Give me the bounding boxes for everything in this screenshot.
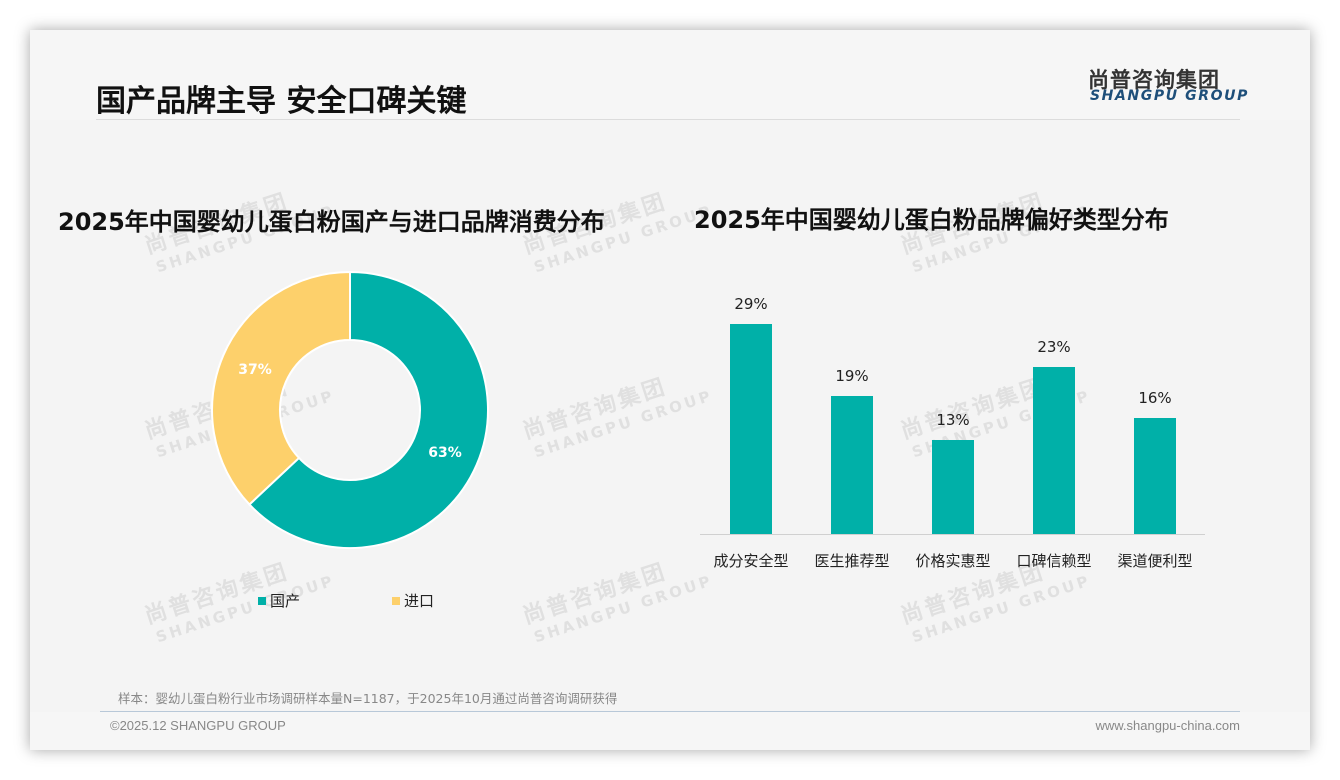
donut-slice-domestic	[247, 270, 489, 549]
sample-note: 样本：婴幼儿蛋白粉行业市场调研样本量N=1187，于2025年10月通过尚普咨询…	[118, 691, 618, 706]
legend-item-imported: 进口	[392, 590, 434, 611]
slide: 尚普咨询集团 SHANGPU GROUP 尚普咨询集团 SHANGPU GROUP …	[30, 30, 1310, 750]
bar	[1134, 418, 1176, 534]
bar	[1033, 367, 1075, 534]
donut-chart-title: 2025年中国婴幼儿蛋白粉国产与进口品牌消费分布	[58, 208, 605, 236]
legend-item-domestic: 国产	[258, 590, 300, 611]
bar-value-label: 19%	[835, 367, 869, 386]
legend-swatch-imported	[392, 596, 400, 605]
bar-category-label: 价格实惠型	[915, 552, 991, 570]
bar	[730, 324, 772, 534]
bar	[932, 439, 974, 534]
bar-value-label: 29%	[734, 295, 768, 314]
header-divider	[96, 119, 1240, 120]
bar-category-label: 渠道便利型	[1117, 552, 1193, 570]
header-band	[30, 30, 1310, 120]
footer-divider	[100, 711, 1240, 712]
bar-value-label: 13%	[936, 410, 970, 429]
donut-label-imported: 37%	[238, 362, 272, 378]
donut-chart: 63% 37%	[211, 270, 489, 549]
legend-swatch-domestic	[258, 596, 266, 605]
company-logo-cn: 尚普咨询集团	[1088, 68, 1220, 92]
bar-category-label: 口碑信赖型	[1016, 552, 1092, 570]
donut-slice-imported	[211, 270, 351, 506]
bar	[831, 396, 873, 534]
bar-category-label: 成分安全型	[713, 552, 789, 570]
bar-category-label: 医生推荐型	[814, 552, 890, 570]
donut-label-domestic: 63%	[428, 445, 462, 461]
footer-band	[30, 712, 1310, 750]
website-link: www.shangpu-china.com	[1095, 718, 1240, 733]
bar-chart-title: 2025年中国婴幼儿蛋白粉品牌偏好类型分布	[694, 206, 1169, 234]
copyright: ©2025.12 SHANGPU GROUP	[110, 718, 286, 733]
page-title: 国产品牌主导 安全口碑关键	[96, 84, 467, 119]
bar-value-label: 23%	[1037, 338, 1071, 357]
company-logo-en: SHANGPU GROUP	[1090, 88, 1249, 104]
bar-value-label: 16%	[1138, 389, 1172, 408]
x-axis-line	[700, 534, 1205, 535]
legend-label-imported: 进口	[404, 592, 435, 610]
legend-label-domestic: 国产	[270, 592, 301, 610]
